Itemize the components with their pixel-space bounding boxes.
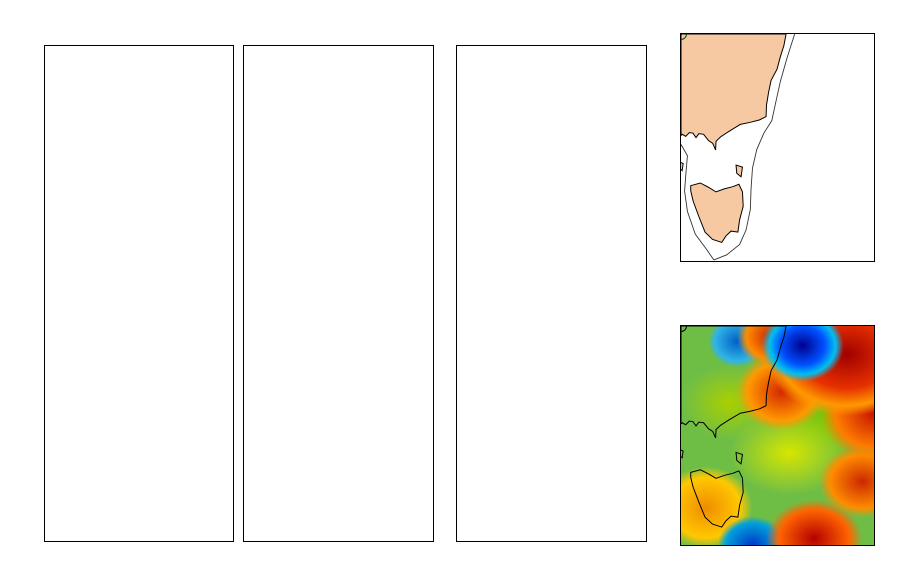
argo-line-swatch: [304, 421, 308, 434]
sla-map: [680, 325, 875, 546]
legend-group-title-salinity: [497, 385, 508, 402]
salinity-panel-legend: [304, 385, 315, 436]
legend-entry-t-satellite: [464, 402, 475, 419]
legend-entry-argo: [304, 419, 315, 436]
sla-map-canvas: [680, 325, 875, 546]
climatology-line-swatch: [304, 387, 308, 400]
salinity-plot-area: [244, 46, 433, 541]
t-argo-line-swatch: [464, 421, 468, 434]
legend-entry-climatology: [304, 385, 315, 402]
s-argo-line-swatch: [497, 421, 501, 434]
t-satellite-line-swatch: [464, 404, 468, 417]
shelf-contour-west: [681, 144, 714, 260]
temperature-panel-legend: [105, 385, 116, 436]
king-island: [681, 449, 683, 457]
mainland-australia: [681, 326, 786, 438]
argo-line-swatch: [105, 421, 109, 434]
tasmania: [691, 183, 743, 242]
sla-heatmap: [681, 326, 874, 545]
shelf-contour-east: [714, 34, 795, 260]
temperature-panel: [44, 45, 234, 542]
mainland-australia: [681, 34, 786, 150]
sla-map-ticks: [681, 326, 874, 545]
satellite-clim-line-swatch: [304, 404, 308, 417]
coastline-layer: [681, 326, 874, 545]
flinders-island: [736, 165, 742, 177]
temperature-plot-area: [45, 46, 233, 541]
legend-entry-satellite-clim: [105, 402, 116, 419]
salinity-legend-group: [497, 385, 508, 436]
s-satellite-line-swatch: [497, 404, 501, 417]
salinity-panel: [243, 45, 434, 542]
difference-plot-area: [457, 46, 646, 541]
flinders-island: [736, 452, 742, 463]
difference-panel-legend: [464, 385, 508, 436]
legend-entry-s-satellite: [497, 402, 508, 419]
king-island: [681, 162, 683, 171]
climatology-line-swatch: [105, 387, 109, 400]
legend-entry-s-argo: [497, 419, 508, 436]
tasmania: [691, 470, 743, 527]
legend-entry-climatology: [105, 385, 116, 402]
sst-map: [680, 33, 875, 262]
difference-panel: [456, 45, 647, 542]
satellite-clim-line-swatch: [105, 404, 109, 417]
legend-group-title-temperature: [464, 385, 475, 402]
sst-map-canvas: [680, 33, 875, 262]
temperature-legend-group: [464, 385, 475, 436]
legend-entry-argo: [105, 419, 116, 436]
legend-entry-satellite-clim: [304, 402, 315, 419]
coastline-layer: [681, 34, 874, 261]
legend-entry-t-argo: [464, 419, 475, 436]
sst-map-ticks: [681, 34, 874, 261]
